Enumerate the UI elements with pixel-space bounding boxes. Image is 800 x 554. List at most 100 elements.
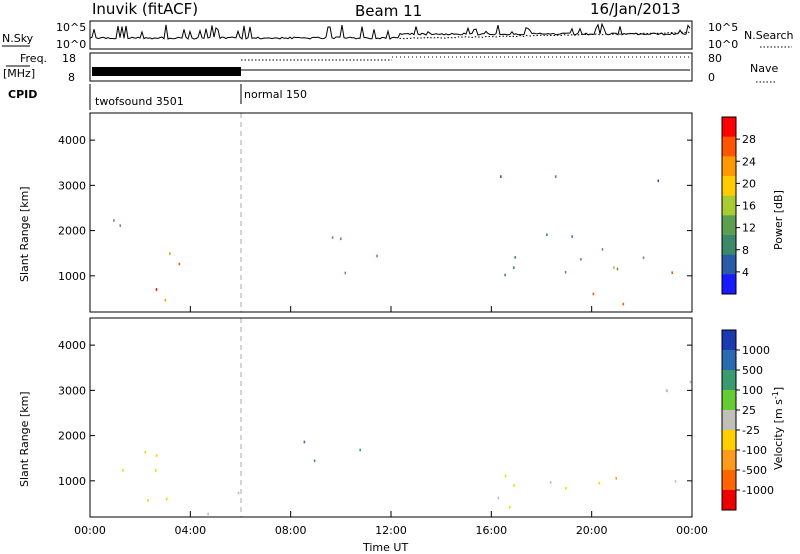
heatmap-cell-r7 <box>500 175 502 178</box>
heatmap-cell-r3 <box>674 480 677 483</box>
time-x-ticks: 00:00 04:00 08:00 12:00 16:00 20:00 00:00 <box>74 306 708 537</box>
heatmap-cell-r6 <box>513 266 515 269</box>
colorbar-segment <box>722 350 736 371</box>
heatmap-cell-r3 <box>504 474 507 478</box>
heatmap-cell-r6 <box>580 258 582 261</box>
colorbar-tick-label: 100 <box>742 384 763 397</box>
heatmap-cell-r7 <box>657 179 660 183</box>
colorbar-segment <box>722 490 736 511</box>
freq-tick-bottom: 8 <box>68 71 75 84</box>
heatmap-cell-r0 <box>147 499 149 502</box>
heatmap-cell-r0 <box>154 469 157 472</box>
colorbar-frame <box>721 329 737 511</box>
nsky-line <box>89 22 691 40</box>
heatmap-cell-r2 <box>303 440 306 444</box>
colorbar-tick-label: 1000 <box>742 344 770 357</box>
colorbar-tick-label: 24 <box>742 155 756 168</box>
heatmap-cell-r6 <box>613 266 615 269</box>
nave-tick-top: 80 <box>708 52 722 65</box>
colorbar-segment <box>722 195 736 216</box>
heatmap-cell-r6 <box>504 273 506 277</box>
colorbar-segment <box>722 274 736 295</box>
heatmap-cell-r6 <box>564 270 567 274</box>
colorbar-segment <box>722 176 736 197</box>
nsearch-line <box>399 31 691 40</box>
velocity-colorbar-label-text: Velocity [m s <box>772 399 785 470</box>
colorbar-segment <box>722 330 736 351</box>
x-tick-label: 16:00 <box>475 524 507 537</box>
colorbar-tick-label: 16 <box>742 200 756 213</box>
colorbar-segment <box>722 390 736 411</box>
colorbar-tick-label: 8 <box>742 244 749 257</box>
heatmap-cell-r4 <box>665 389 668 392</box>
heatmap-cell-r8 <box>622 302 625 306</box>
heatmap-cell-r0 <box>178 262 181 266</box>
nsky-trace <box>89 22 691 40</box>
freq-label: Freq. <box>20 52 47 65</box>
y-tick-label: 4000 <box>58 339 86 352</box>
heatmap-cell-r0 <box>155 288 158 291</box>
colorbar-segment <box>722 215 736 236</box>
x-tick-label: 04:00 <box>174 524 206 537</box>
colorbar-segment <box>722 410 736 431</box>
station-title: Inuvik (fitACF) <box>92 0 198 18</box>
freq-trace <box>92 56 690 76</box>
heatmap-cell-r4 <box>340 237 342 241</box>
colorbar-segment <box>722 117 736 138</box>
velocity-colorbar-label-exp: -1 <box>771 391 780 399</box>
heatmap-cell-r0 <box>155 454 158 457</box>
colorbar-tick-label: 4 <box>742 266 749 279</box>
velocity-panel-frame <box>89 317 693 518</box>
heatmap-cell-r3 <box>508 506 511 509</box>
power-colorbar: 28 24 20 16 12 8 4 <box>721 116 756 295</box>
x-tick-label: 20:00 <box>576 524 608 537</box>
heatmap-cell-r6 <box>571 235 573 238</box>
y-tick-label: 1000 <box>58 475 86 488</box>
heatmap-cell-r1 <box>119 224 122 227</box>
velocity-heatmap-cells <box>122 380 692 516</box>
heatmap-cell-r0 <box>122 469 124 472</box>
power-panel-frame <box>89 112 693 313</box>
nsky-panel-frame <box>89 20 693 50</box>
heatmap-cell-r6 <box>616 267 619 271</box>
heatmap-cell-r4 <box>331 236 334 239</box>
y-tick-label: 1000 <box>58 270 86 283</box>
nsky-tick-top: 10^5 <box>56 21 86 34</box>
x-tick-label: 00:00 <box>676 524 708 537</box>
freq-tick-top: 18 <box>62 52 76 65</box>
colorbar-tick-label: -1000 <box>742 484 774 497</box>
colorbar-tick-label: 25 <box>742 404 756 417</box>
colorbar-segment <box>722 430 736 451</box>
colorbar-segment <box>722 370 736 391</box>
power-colorbar-label: Power [dB] <box>772 190 785 250</box>
power-ylabel: Slant Range [km] <box>18 186 31 282</box>
heatmap-cell-r1 <box>207 512 209 516</box>
velocity-colorbar-label: Velocity [m s-1] <box>771 387 785 470</box>
colorbar-segment <box>722 470 736 491</box>
nsearch-tick-bottom: 10^0 <box>708 38 738 51</box>
colorbar-segment <box>722 450 736 471</box>
colorbar-tick-label: 28 <box>742 133 756 146</box>
colorbar-tick-label: -25 <box>742 424 760 437</box>
cpid-segment-1: twofsound 3501 <box>95 95 184 108</box>
heatmap-cell-r0 <box>169 252 171 255</box>
colorbar-segment <box>722 254 736 275</box>
heatmap-cell-r3 <box>598 481 601 485</box>
y-tick-label: 4000 <box>58 134 86 147</box>
velocity-colorbar-label-close: ] <box>772 387 785 391</box>
heatmap-cell-r2 <box>313 459 316 463</box>
heatmap-cell-r7 <box>554 175 557 178</box>
nave-label: Nave <box>750 62 778 75</box>
beam-title: Beam 11 <box>355 2 422 20</box>
y-tick-label: 2000 <box>58 430 86 443</box>
nsky-tick-bottom: 10^0 <box>56 38 86 51</box>
colorbar-tick-label: 500 <box>742 364 763 377</box>
heatmap-cell-r6 <box>514 256 516 259</box>
heatmap-cell-r1 <box>113 219 115 222</box>
heatmap-cell-r3 <box>615 477 618 480</box>
y-tick-label: 2000 <box>58 225 86 238</box>
velocity-ylabel: Slant Range [km] <box>18 391 31 487</box>
heatmap-cell-r4 <box>344 271 347 275</box>
power-y-ticks: 1000 2000 3000 4000 <box>58 134 692 283</box>
